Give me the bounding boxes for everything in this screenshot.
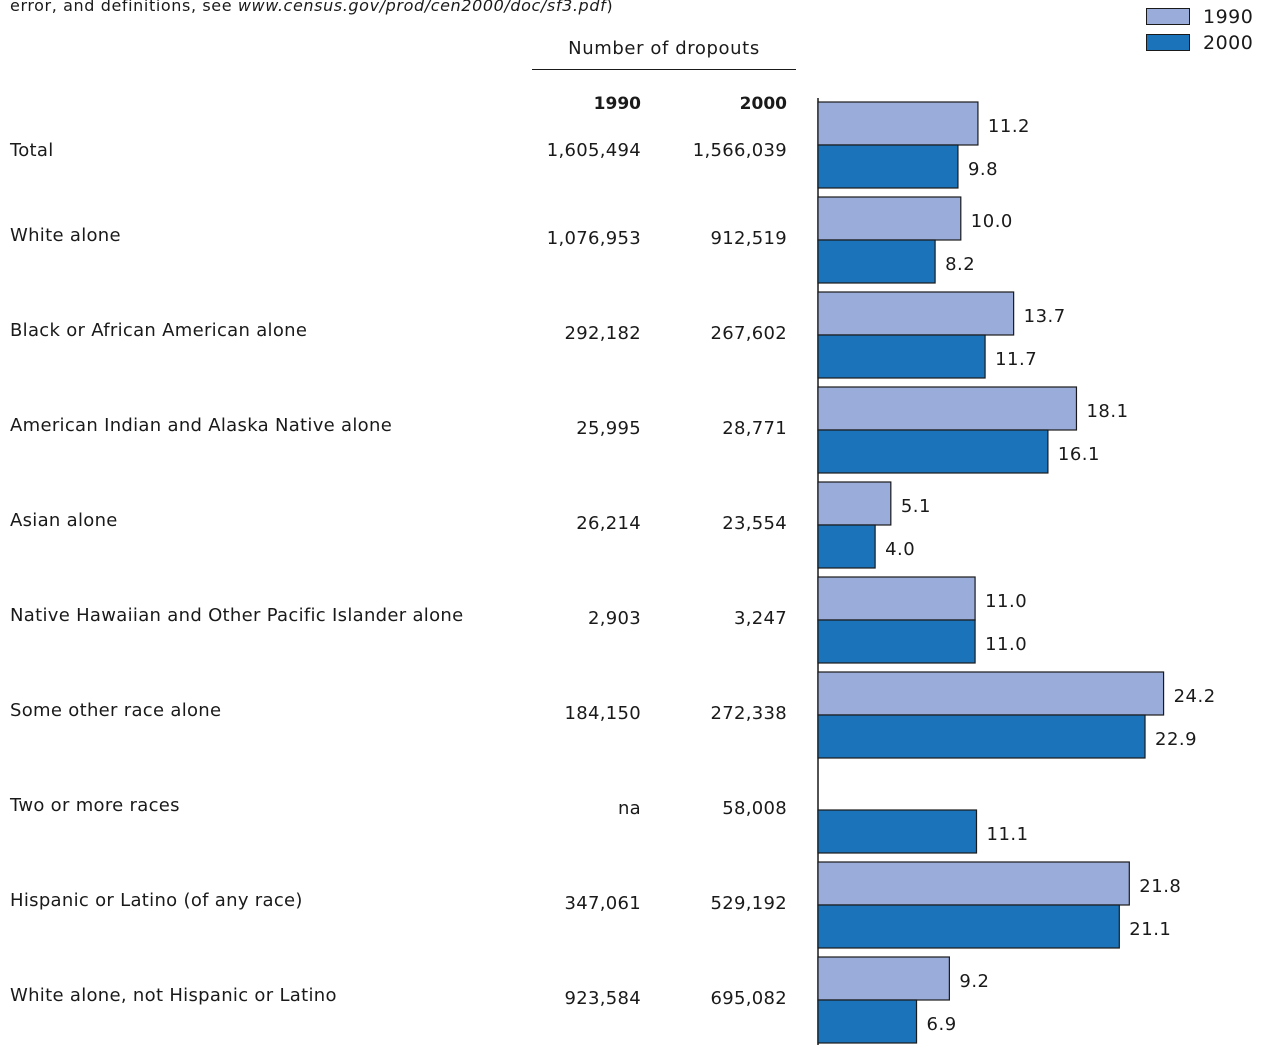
dropout-count-2000: 58,008	[722, 798, 787, 819]
dropout-count-2000: 695,082	[710, 988, 787, 1009]
category-label: American Indian and Alaska Native alone	[10, 415, 393, 436]
bar-value-label: 6.9	[927, 1014, 957, 1035]
bar-value-label: 11.1	[987, 824, 1029, 845]
year-header-2000: 2000	[739, 94, 787, 114]
bar-value-label: 9.2	[959, 971, 989, 992]
legend-swatch-2000	[1146, 34, 1190, 51]
bar-value-label: 11.0	[985, 634, 1027, 655]
dropout-count-1990: 25,995	[576, 418, 641, 439]
bar-value-label: 11.7	[995, 349, 1037, 370]
category-label: Black or African American alone	[10, 320, 308, 341]
dropout-count-2000: 912,519	[710, 228, 787, 249]
dropout-count-2000: 272,338	[710, 703, 787, 724]
dropout-count-1990: 292,182	[564, 323, 641, 344]
bar-1990	[817, 481, 892, 526]
dropout-count-2000: 1,566,039	[692, 140, 787, 161]
category-label: Total	[10, 140, 54, 161]
bar-2000	[817, 904, 1120, 949]
bar-value-label: 9.8	[968, 159, 998, 180]
category-label: White alone	[10, 225, 121, 246]
dropout-count-2000: 23,554	[722, 513, 787, 534]
bar-1990	[817, 671, 1165, 716]
category-label: Asian alone	[10, 510, 118, 531]
bar-value-label: 16.1	[1058, 444, 1100, 465]
category-label: Native Hawaiian and Other Pacific Island…	[10, 605, 464, 626]
dropout-count-2000: 267,602	[710, 323, 787, 344]
column-group-header: Number of dropouts	[568, 38, 760, 59]
bar-value-label: 24.2	[1174, 686, 1216, 707]
source-link[interactable]: www.census.gov/prod/cen2000/doc/sf3.pdf	[237, 0, 607, 15]
dropout-count-1990: 347,061	[564, 893, 641, 914]
dropout-count-1990: 2,903	[587, 608, 641, 629]
bar-value-label: 21.1	[1129, 919, 1171, 940]
bar-1990	[817, 101, 979, 146]
bar-value-label: 13.7	[1024, 306, 1066, 327]
bar-2000	[817, 809, 978, 854]
legend-label-2000: 2000	[1203, 32, 1254, 54]
bar-value-label: 11.0	[985, 591, 1027, 612]
dropout-count-2000: 28,771	[722, 418, 787, 439]
bar-2000	[817, 714, 1146, 759]
category-label: Hispanic or Latino (of any race)	[10, 890, 303, 911]
bar-1990	[817, 386, 1078, 431]
category-label: Two or more races	[10, 795, 180, 816]
bar-2000	[817, 144, 959, 189]
bar-2000	[817, 334, 986, 379]
dropout-count-1990: 923,584	[564, 988, 641, 1009]
bar-value-label: 18.1	[1086, 401, 1128, 422]
bar-2000	[817, 239, 936, 284]
dropout-count-1990: na	[617, 798, 641, 819]
source-note-text: error, and definitions, see	[10, 0, 238, 15]
legend-swatch-1990	[1146, 8, 1190, 25]
bar-2000	[817, 619, 976, 664]
dropout-count-1990: 184,150	[564, 703, 641, 724]
bar-1990	[817, 576, 976, 621]
source-note-suffix: )	[606, 0, 614, 15]
bar-value-label: 22.9	[1155, 729, 1197, 750]
bar-2000	[817, 429, 1049, 474]
bar-value-label: 4.0	[885, 539, 915, 560]
bar-value-label: 5.1	[901, 496, 931, 517]
bar-1990	[817, 956, 950, 1001]
source-note: error, and definitions, see www.census.g…	[10, 0, 613, 15]
bar-2000	[817, 524, 876, 569]
dropout-count-1990: 1,605,494	[546, 140, 641, 161]
bar-value-label: 21.8	[1139, 876, 1181, 897]
dropout-count-2000: 529,192	[710, 893, 787, 914]
dropout-count-1990: 1,076,953	[546, 228, 641, 249]
column-group-rule	[532, 69, 796, 70]
legend-label-1990: 1990	[1203, 6, 1254, 28]
category-label: White alone, not Hispanic or Latino	[10, 985, 337, 1006]
dropout-count-1990: 26,214	[576, 513, 641, 534]
bar-value-label: 8.2	[945, 254, 975, 275]
bar-1990	[817, 196, 962, 241]
category-label: Some other race alone	[10, 700, 222, 721]
bar-value-label: 11.2	[988, 116, 1030, 137]
year-header-1990: 1990	[593, 94, 641, 114]
dropout-count-2000: 3,247	[733, 608, 787, 629]
bar-2000	[817, 999, 918, 1044]
bar-1990	[817, 861, 1130, 906]
bar-value-label: 10.0	[971, 211, 1013, 232]
bar-1990	[817, 291, 1015, 336]
